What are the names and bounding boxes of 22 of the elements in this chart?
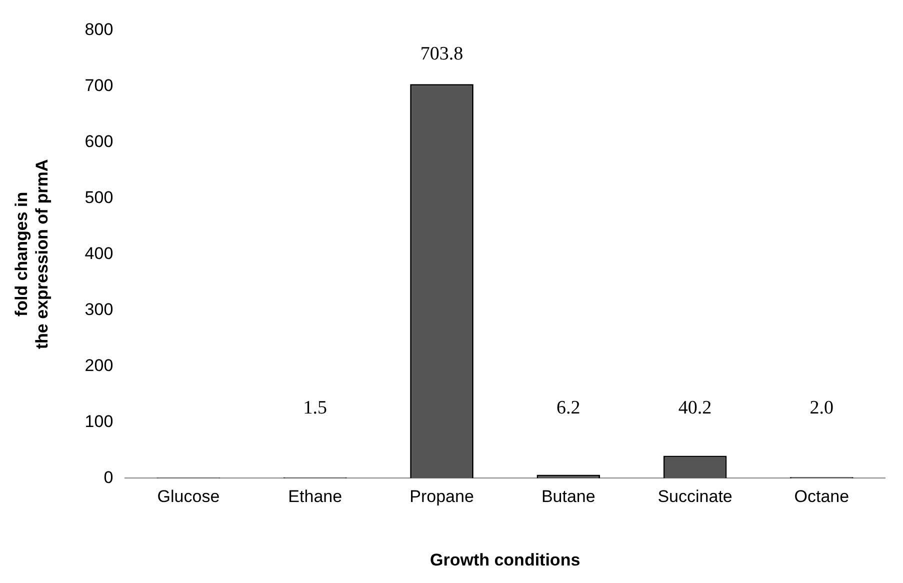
data-label: 1.5 — [303, 397, 327, 418]
y-tick-label: 300 — [84, 300, 114, 319]
y-tick-label: 700 — [84, 76, 114, 95]
y-tick-label: 500 — [84, 188, 114, 207]
data-label: 2.0 — [810, 397, 834, 418]
x-tick-label: Octane — [794, 487, 850, 506]
data-label: 6.2 — [556, 397, 580, 418]
data-label: 703.8 — [420, 44, 464, 65]
x-tick-label: Succinate — [658, 487, 732, 506]
x-tick-label: Propane — [410, 487, 474, 506]
x-tick-label: Ethane — [288, 487, 342, 506]
x-tick-label: Glucose — [157, 487, 220, 506]
y-axis-title: fold changes in the expression of prmA — [12, 159, 52, 350]
y-tick-label: 600 — [84, 132, 114, 151]
y-tick-label: 400 — [84, 244, 114, 263]
x-axis-title: Growth conditions — [430, 550, 580, 570]
y-tick-label: 200 — [84, 356, 114, 375]
x-tick-label: Butane — [541, 487, 596, 506]
y-tick-label: 800 — [84, 20, 114, 39]
y-tick-label: 100 — [84, 412, 114, 431]
data-label: 40.2 — [678, 397, 712, 418]
y-tick-label: 0 — [104, 468, 114, 487]
